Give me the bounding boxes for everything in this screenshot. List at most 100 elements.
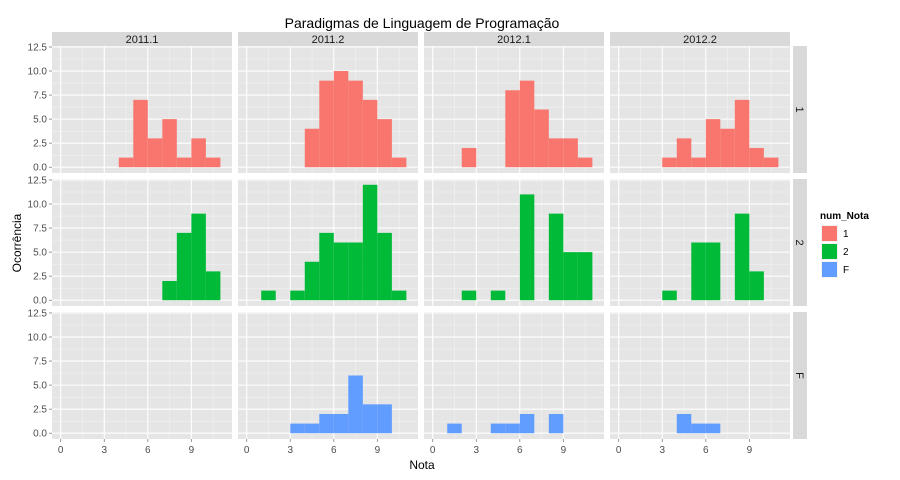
histogram-bar [133,99,148,168]
histogram-bar [391,157,407,168]
histogram-bar [191,213,206,301]
y-tick-label: 0.0 [33,163,47,174]
y-tick-label: 7.5 [33,357,47,368]
histogram-bar [691,423,706,434]
row-strip-label: 2 [793,239,805,245]
histogram-bar [705,119,721,168]
histogram-bar [705,242,721,301]
histogram-bar [162,280,177,301]
histogram-bar [191,138,206,168]
histogram-bar [147,138,163,168]
histogram-bar [490,423,506,434]
histogram-bar [548,413,564,434]
histogram-bar [391,290,407,301]
y-tick-label: 12.5 [28,175,48,186]
x-tick-label: 3 [287,445,293,456]
histogram-bar [662,157,677,168]
histogram-bar [734,99,750,168]
y-tick-label: 2.5 [33,272,47,283]
histogram-bar [304,423,320,434]
x-tick-label: 0 [430,445,436,456]
facet-panel [610,312,790,439]
histogram-bar [348,242,363,301]
histogram-bar [205,271,221,301]
histogram-bar [319,232,334,301]
histogram-bar [118,157,134,168]
x-tick-label: 0 [58,445,64,456]
x-tick-label: 6 [703,445,709,456]
y-tick-label: 5.0 [33,248,47,259]
facet-panel [238,312,418,439]
x-tick-label: 6 [145,445,151,456]
facet-panel [238,179,418,306]
y-tick-label: 10.0 [28,200,48,211]
column-strip-label: 2011.1 [126,34,159,46]
row-strip [793,46,807,173]
histogram-bar [290,290,305,301]
facet-panel [610,179,790,306]
histogram-bar [319,413,334,434]
x-tick-label: 9 [747,445,753,456]
histogram-bar [362,99,378,168]
y-tick-label: 7.5 [33,91,47,102]
histogram-bar [377,232,392,301]
column-strip [238,32,418,46]
histogram-bar [290,423,305,434]
histogram-bar [720,128,735,168]
histogram-bar [362,404,378,434]
legend-swatch [822,226,837,241]
histogram-bar [348,375,363,434]
histogram-bar [662,290,677,301]
x-axis-title: Nota [409,458,435,472]
panel-background [610,312,790,439]
facet-panel [610,46,790,173]
legend: num_Nota 1 2 F [820,211,869,278]
histogram-bar [261,290,276,301]
x-tick-label: 6 [331,445,337,456]
facet-panel [424,46,604,173]
histogram-bar [490,290,506,301]
histogram-bar [377,119,392,168]
histogram-bar [763,157,779,168]
column-strip-label: 2012.2 [683,34,717,46]
chart-title: Paradigmas de Linguagem de Programação [285,15,560,31]
legend-swatch [822,262,837,277]
histogram-bar [176,157,192,168]
histogram-bar [162,119,177,168]
y-tick-label: 5.0 [33,115,47,126]
facet-strips: 2011.1 2011.2 2012.1 2012.2 1 2 F [52,32,807,439]
x-tick-label: 0 [616,445,622,456]
histogram-bar [563,252,578,301]
x-tick-label: 9 [561,445,567,456]
histogram-bar [548,138,564,168]
y-tick-label: 2.5 [33,405,47,416]
histogram-bar [519,80,535,168]
histogram-bar [447,423,462,434]
histogram-bar [676,413,692,434]
histogram-bar [563,138,578,168]
y-tick-label: 5.0 [33,381,47,392]
legend-swatch [822,244,837,259]
facet-panel [52,312,232,439]
facet-panel [424,312,604,439]
column-strip [610,32,790,46]
x-tick-label: 9 [189,445,195,456]
histogram-bar [205,157,221,168]
x-tick-label: 3 [473,445,479,456]
histogram-bar [348,80,363,168]
facet-panels [52,46,790,439]
legend-label: 2 [843,247,849,258]
panel-background [424,312,604,439]
histogram-bar [749,271,764,301]
x-tick-label: 3 [101,445,107,456]
histogram-bar [519,194,535,301]
histogram-bar [505,423,520,434]
histogram-bar [176,232,192,301]
y-tick-label: 12.5 [28,308,48,319]
y-tick-label: 7.5 [33,224,47,235]
histogram-bar [734,213,750,301]
row-strip [793,312,807,439]
y-tick-label: 10.0 [28,67,48,78]
row-strip [793,179,807,306]
